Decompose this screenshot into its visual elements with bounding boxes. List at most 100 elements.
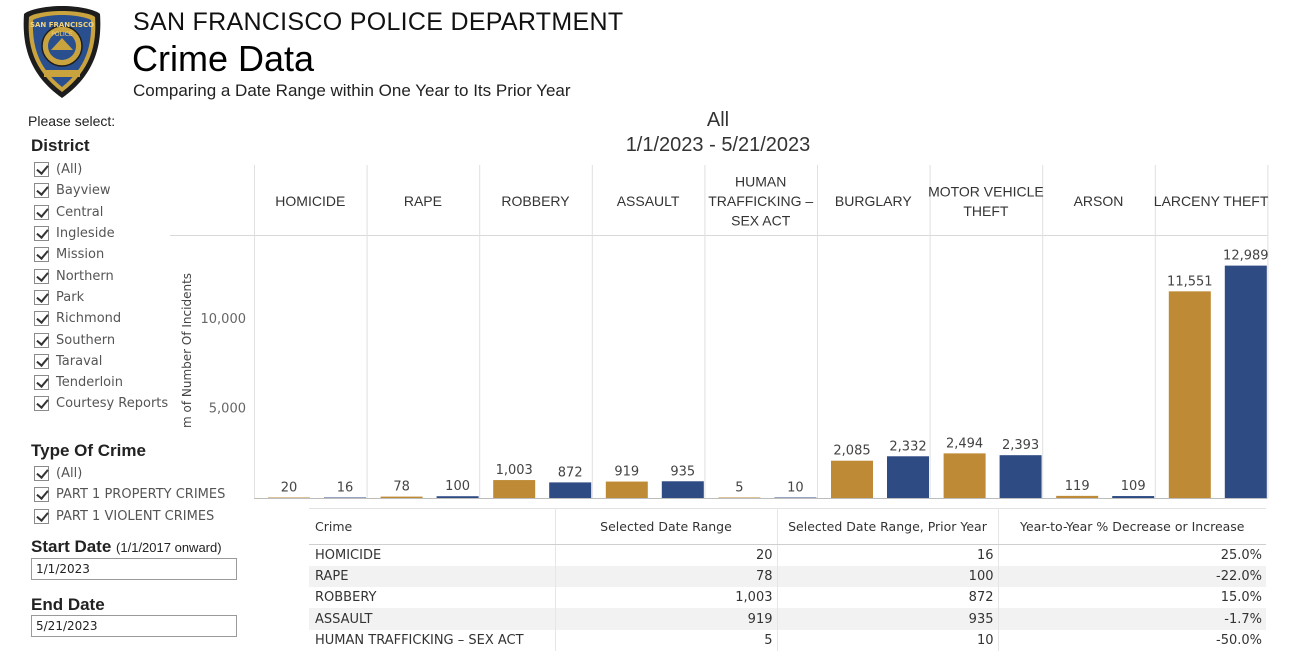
category-label: ASSAULT <box>617 193 680 209</box>
table-column-header[interactable]: Selected Date Range <box>555 508 778 545</box>
filter-instruction: Please select: <box>28 113 116 129</box>
table-row[interactable]: HOMICIDE 20 16 25.0% <box>309 544 1266 566</box>
bar-data-label: 5 <box>735 481 743 496</box>
checkbox-checked-icon[interactable] <box>34 204 49 220</box>
crime-type-checklist: (All) PART 1 PROPERTY CRIMES PART 1 VIOLEN… <box>34 463 225 527</box>
bar-selected-range <box>943 453 986 498</box>
table-column-header[interactable]: Selected Date Range, Prior Year <box>777 508 999 545</box>
crime-bar-chart: 5,000 10,000 m of Number Of Incidents HOMIC… <box>170 165 1269 499</box>
checkbox-checked-icon[interactable] <box>34 247 49 263</box>
crime-type-option[interactable]: PART 1 VIOLENT CRIMES <box>34 506 225 527</box>
checkbox-checked-icon[interactable] <box>34 311 49 327</box>
district-option[interactable]: Park <box>34 287 168 308</box>
end-date-input[interactable]: 5/21/2023 <box>31 615 237 637</box>
table-cell: RAPE <box>309 565 556 588</box>
start-date-note: (1/1/2017 onward) <box>116 540 222 555</box>
bar-data-label: 12,989 <box>1223 249 1269 264</box>
category-label: TRAFFICKING – <box>708 193 813 209</box>
checkbox-checked-icon[interactable] <box>34 353 49 369</box>
table-cell: 20 <box>555 544 778 566</box>
checkbox-checked-icon[interactable] <box>34 226 49 242</box>
badge-text-top: SAN FRANCISCO <box>30 21 94 29</box>
checkbox-checked-icon[interactable] <box>34 162 49 178</box>
checkbox-checked-icon[interactable] <box>34 375 49 391</box>
checkbox-checked-icon[interactable] <box>34 508 49 524</box>
page-title: Crime Data <box>132 38 315 79</box>
district-option[interactable]: Taraval <box>34 351 168 372</box>
checkbox-checked-icon[interactable] <box>34 396 49 412</box>
y-tick-label: 10,000 <box>201 312 247 327</box>
bar-data-label: 78 <box>393 480 410 495</box>
table-column-header[interactable]: Crime <box>309 508 556 545</box>
district-option[interactable]: Courtesy Reports <box>34 393 168 414</box>
bar-data-label: 872 <box>558 465 583 480</box>
table-cell: -1.7% <box>998 608 1266 630</box>
bar-data-label: 2,393 <box>1002 438 1039 453</box>
checkbox-checked-icon[interactable] <box>34 332 49 348</box>
table-cell: 100 <box>777 565 999 588</box>
table-header-row: Crime Selected Date Range Selected Date Ra… <box>309 508 1266 545</box>
district-option-label: Mission <box>56 247 105 263</box>
table-column-header[interactable]: Year-to-Year % Decrease or Increase <box>998 508 1266 545</box>
start-date-input[interactable]: 1/1/2023 <box>31 558 237 580</box>
badge-text-mid: POLICE <box>51 31 73 38</box>
district-option-label: Tenderloin <box>56 375 123 391</box>
table-cell: 919 <box>555 608 778 630</box>
district-option[interactable]: Richmond <box>34 308 168 329</box>
bar-data-label: 16 <box>337 481 354 496</box>
crime-type-option[interactable]: (All) <box>34 463 225 484</box>
district-option-label: Courtesy Reports <box>56 396 169 412</box>
checkbox-checked-icon[interactable] <box>34 487 49 503</box>
bar-selected-range <box>493 480 536 498</box>
bar-data-label: 119 <box>1065 479 1090 494</box>
table-row[interactable]: RAPE 78 100 -22.0% <box>309 565 1266 588</box>
checkbox-checked-icon[interactable] <box>34 183 49 199</box>
district-option[interactable]: Mission <box>34 244 168 265</box>
bar-selected-range <box>718 497 761 498</box>
district-option[interactable]: Southern <box>34 329 168 350</box>
checkbox-checked-icon[interactable] <box>34 466 49 482</box>
district-option-label: Richmond <box>56 311 122 327</box>
bar-prior-year <box>887 456 929 498</box>
table-cell: ASSAULT <box>309 608 556 630</box>
district-option-label: Southern <box>56 332 116 348</box>
bar-prior-year <box>324 497 366 498</box>
bar-data-label: 11,551 <box>1167 274 1213 289</box>
table-cell: -50.0% <box>1216 632 1262 648</box>
bar-prior-year <box>661 481 704 498</box>
category-label: MOTOR VEHICLE <box>928 183 1044 199</box>
table-row[interactable]: HUMAN TRAFFICKING – SEX ACT 5 10 -50.0% <box>309 629 1266 651</box>
district-option[interactable]: Ingleside <box>34 223 168 244</box>
bar-selected-range <box>605 481 648 498</box>
police-badge-logo: SAN FRANCISCO POLICE <box>23 6 101 98</box>
crime-type-filter-label: Type Of Crime <box>31 441 146 460</box>
district-option[interactable]: Bayview <box>34 180 168 201</box>
district-option[interactable]: Central <box>34 202 168 223</box>
bar-data-label: 935 <box>670 464 695 479</box>
bar-data-label: 1,003 <box>496 463 533 478</box>
category-label: RAPE <box>404 193 442 209</box>
bar-data-label: 10 <box>787 481 804 496</box>
crime-type-option-label: PART 1 PROPERTY CRIMES <box>56 487 226 503</box>
checkbox-checked-icon[interactable] <box>34 289 49 305</box>
table-cell: 10 <box>777 629 999 651</box>
bar-prior-year <box>1224 265 1267 498</box>
district-option[interactable]: Northern <box>34 265 168 286</box>
category-label: SEX ACT <box>731 213 791 229</box>
category-label: HUMAN <box>735 174 786 190</box>
crime-type-option[interactable]: PART 1 PROPERTY CRIMES <box>34 484 225 505</box>
district-option[interactable]: (All) <box>34 159 168 180</box>
table-row[interactable]: ROBBERY 1,003 872 15.0% <box>309 587 1266 609</box>
table-cell: -22.0% <box>998 565 1266 588</box>
bar-selected-range <box>380 496 423 498</box>
bar-prior-year <box>999 455 1042 498</box>
table-cell: 16 <box>777 544 999 566</box>
category-label: THEFT <box>963 203 1009 219</box>
district-option[interactable]: Tenderloin <box>34 372 168 393</box>
district-option-label: Ingleside <box>56 226 115 242</box>
category-label: ROBBERY <box>501 193 570 209</box>
checkbox-checked-icon[interactable] <box>34 268 49 284</box>
bar-data-label: 20 <box>281 481 298 496</box>
bar-selected-range <box>1168 291 1211 498</box>
table-row[interactable]: ASSAULT 919 935 -1.7% <box>309 608 1266 630</box>
